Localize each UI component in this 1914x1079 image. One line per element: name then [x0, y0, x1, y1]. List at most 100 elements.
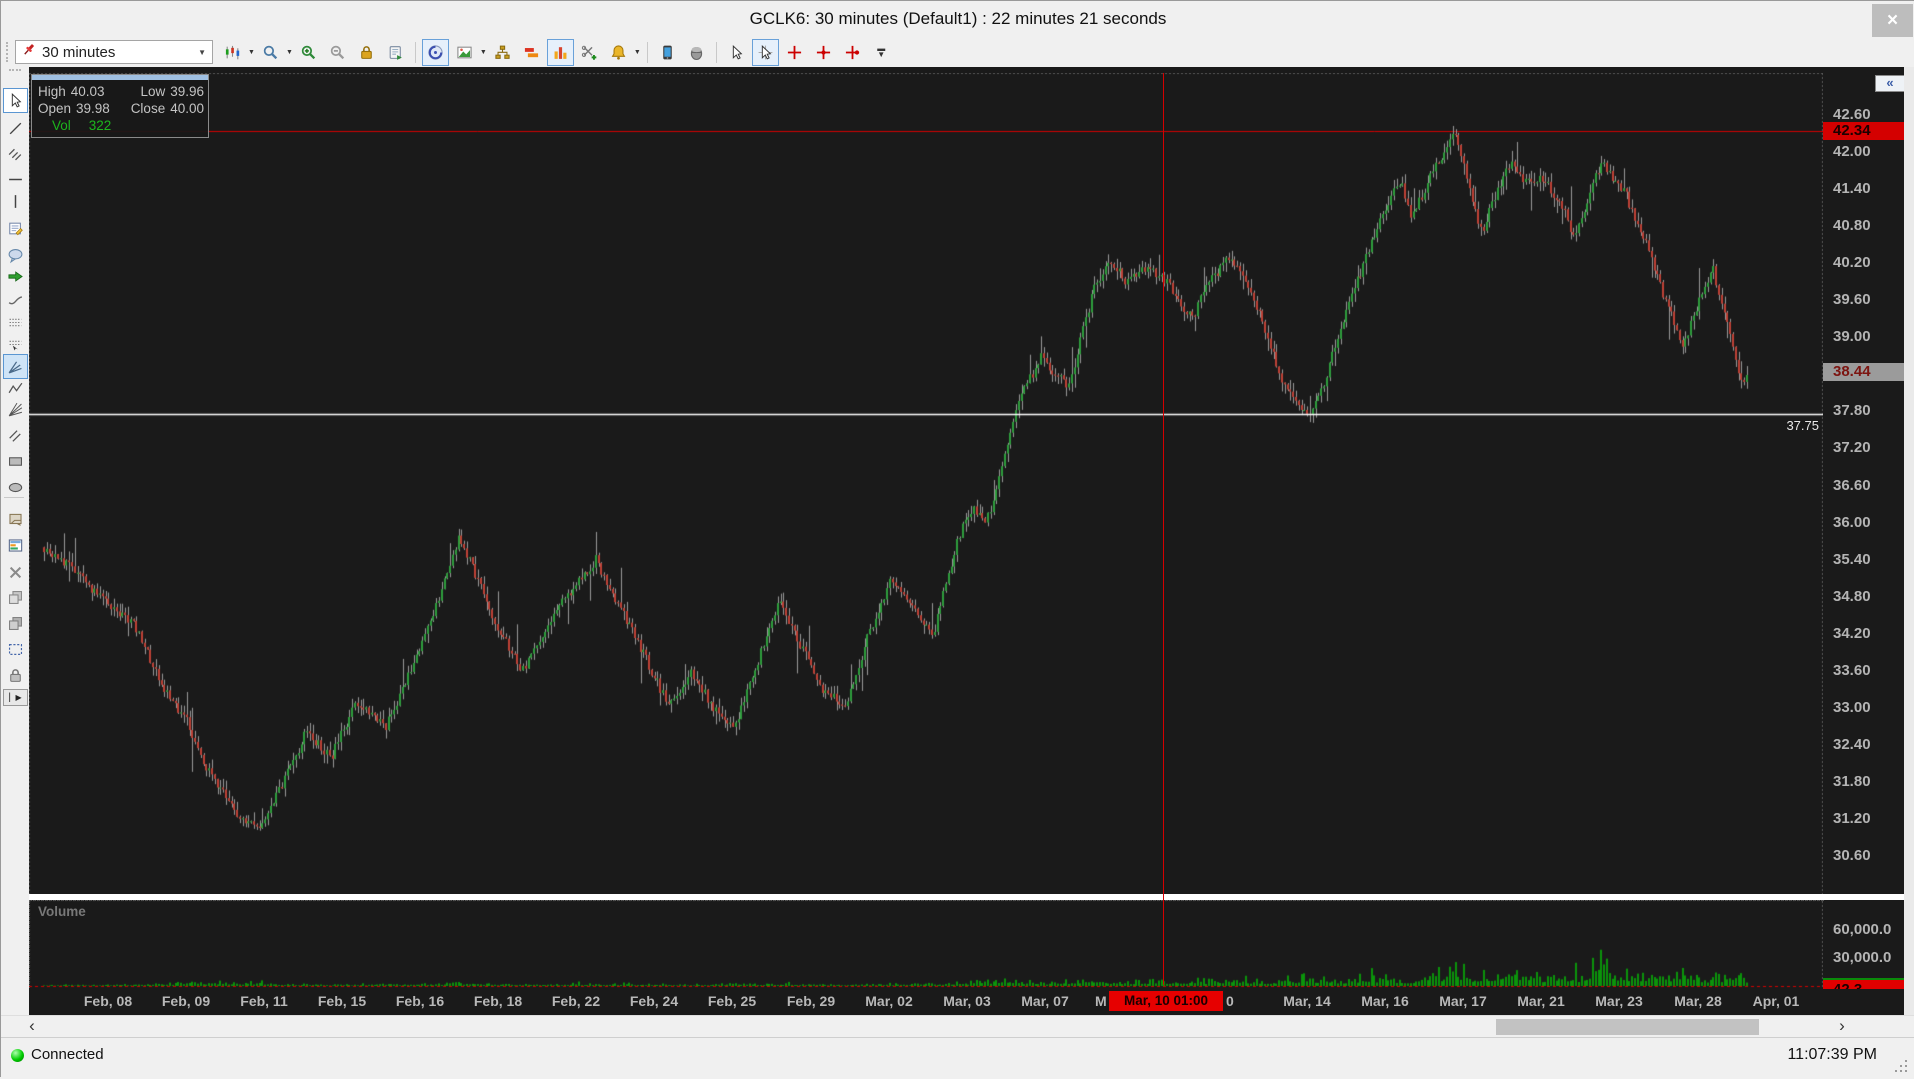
zigzag-tool[interactable]	[3, 376, 28, 401]
duplicate-tool[interactable]	[3, 585, 28, 610]
price-axis-tick: 33.00	[1833, 698, 1871, 716]
overflow-icon[interactable]: ▬ ▼	[877, 44, 886, 59]
lock-tool[interactable]	[3, 663, 28, 688]
chevron-down-icon[interactable]: ▼	[479, 48, 487, 56]
chevron-down-icon[interactable]: ▼	[633, 48, 641, 56]
trendline-tool[interactable]	[3, 116, 28, 141]
ohlc-tooltip-header[interactable]	[32, 75, 208, 80]
duplicate-alt-tool[interactable]	[3, 611, 28, 636]
volume-pane-border	[29, 900, 1824, 990]
price-axis-tick: 42.60	[1833, 106, 1871, 123]
zoom-in-icon[interactable]	[295, 39, 322, 66]
hierarchy-icon[interactable]	[489, 39, 516, 66]
date-axis-tick: Mar, 07	[1021, 993, 1069, 1009]
ohlc-tooltip: High 40.03 Low 39.96 Open 39.98 Close 40.00 …	[31, 74, 209, 138]
price-axis-tick: 32.40	[1833, 735, 1871, 753]
ellipse-tool[interactable]	[3, 475, 28, 500]
close-button[interactable]: ×	[1872, 4, 1913, 37]
date-axis-tick: Feb, 18	[473, 993, 523, 1009]
scrollbar-thumb[interactable]	[1496, 1019, 1759, 1035]
toolbar-icons: ▼ ▼ ▼ ▼ ▬ ▼	[219, 38, 895, 66]
scroll-right-arrow[interactable]: ›	[1839, 1016, 1845, 1035]
horizontal-scrollbar[interactable]: ‹ ›	[1, 1015, 1914, 1039]
volume-axis-tick: 60,000.0	[1833, 921, 1892, 938]
callout-bubble-tool[interactable]	[3, 243, 28, 268]
price-chart-canvas[interactable]	[29, 73, 1823, 989]
parallel-rays-tool[interactable]	[3, 423, 28, 448]
delete-tool[interactable]	[3, 560, 28, 585]
horizontal-line-tool[interactable]	[3, 167, 28, 192]
dotted-lines-tool[interactable]	[3, 310, 28, 335]
price-axis-tick: 41.40	[1833, 180, 1871, 198]
date-axis-tick: Feb, 09	[161, 993, 211, 1009]
zoom-icon[interactable]	[257, 39, 284, 66]
price-axis-tick: 31.80	[1833, 772, 1871, 790]
low-value: 39.96	[170, 84, 204, 99]
rectangle-tool[interactable]	[3, 449, 28, 474]
date-axis[interactable]: M Mar, 10 01:00 0 Feb, 08 Feb, 09 Feb, 11 F…	[29, 989, 1904, 1015]
tools-icon[interactable]	[576, 39, 603, 66]
price-axis-tick: 33.60	[1833, 661, 1871, 679]
image-icon[interactable]	[451, 39, 478, 66]
pointer-icon[interactable]	[723, 39, 750, 66]
cross-dot-icon[interactable]	[810, 39, 837, 66]
scroll-left-arrow[interactable]: ‹	[29, 1016, 35, 1035]
horizontal-line-value: 37.75	[1786, 418, 1819, 433]
chart-style-icon[interactable]	[219, 39, 246, 66]
stamp-tool[interactable]	[3, 507, 28, 532]
bar-chart-icon[interactable]	[546, 38, 574, 66]
last-price-tag: 38.44	[1823, 363, 1904, 381]
date-axis-tick: Feb, 22	[551, 993, 601, 1009]
sidebar-grip[interactable]	[9, 69, 21, 74]
high-value: 40.03	[70, 84, 105, 99]
parallel-lines-tool[interactable]	[3, 141, 28, 166]
swirl-icon[interactable]	[421, 38, 449, 66]
chevron-down-icon[interactable]: ▼	[248, 48, 255, 56]
price-axis-tick: 37.80	[1833, 402, 1871, 420]
pointer-tool[interactable]	[3, 88, 28, 113]
stacked-bars-icon[interactable]	[518, 39, 545, 66]
panel-tool[interactable]	[3, 533, 28, 558]
date-axis-tick: Feb, 24	[629, 993, 679, 1009]
note-tool[interactable]	[3, 216, 28, 241]
collapse-scale-button[interactable]: «	[1875, 75, 1905, 92]
date-axis-tick: Mar, 02	[865, 993, 913, 1009]
volume-label: Vol	[52, 118, 71, 133]
arrow-tool[interactable]	[3, 264, 28, 289]
price-axis-tick: 36.60	[1833, 476, 1871, 494]
date-axis-tick: Feb, 08	[83, 993, 133, 1009]
price-axis-tick: 42.00	[1833, 143, 1871, 161]
curve-tool[interactable]	[3, 287, 28, 312]
date-axis-tick: Mar, 03	[943, 993, 991, 1009]
vertical-line-tool[interactable]	[3, 189, 28, 214]
pointer-note-tool[interactable]	[3, 332, 28, 357]
price-axis-tick: 30.60	[1833, 847, 1871, 864]
alert-icon[interactable]	[605, 39, 632, 66]
date-axis-tick: Feb, 11	[240, 993, 288, 1009]
chevron-down-icon[interactable]: ▼	[198, 47, 206, 57]
toolbar-grip[interactable]	[6, 42, 12, 62]
select-region-tool[interactable]	[3, 637, 28, 662]
chevron-down-icon[interactable]: ▼	[285, 48, 293, 56]
mouse-icon[interactable]	[683, 39, 710, 66]
pane-divider[interactable]	[29, 894, 1904, 900]
zoom-out-icon[interactable]	[324, 39, 351, 66]
toolbar-separator	[715, 41, 717, 63]
phone-icon[interactable]	[654, 39, 681, 66]
lock-icon[interactable]	[353, 39, 380, 66]
cross-dot-right-icon[interactable]	[839, 39, 866, 66]
crosshair-pointer-icon[interactable]	[751, 38, 779, 66]
volume-axis-tick: 30,000.0	[1833, 949, 1892, 966]
pitchfork-tool[interactable]	[3, 354, 28, 379]
expand-toolbar-button[interactable]: ▏▶	[3, 689, 28, 706]
date-fragment-before: M	[1095, 993, 1107, 1009]
fan-lines-tool[interactable]	[3, 397, 28, 422]
cross-icon[interactable]	[781, 39, 808, 66]
resize-grip[interactable]	[1895, 1060, 1907, 1072]
open-label: Open	[38, 101, 72, 116]
date-fragment-after: 0	[1226, 993, 1234, 1009]
copy-settings-icon[interactable]	[382, 39, 409, 66]
pushpin-icon	[20, 41, 37, 63]
timeframe-dropdown[interactable]: 30 minutes ▼	[15, 40, 213, 64]
